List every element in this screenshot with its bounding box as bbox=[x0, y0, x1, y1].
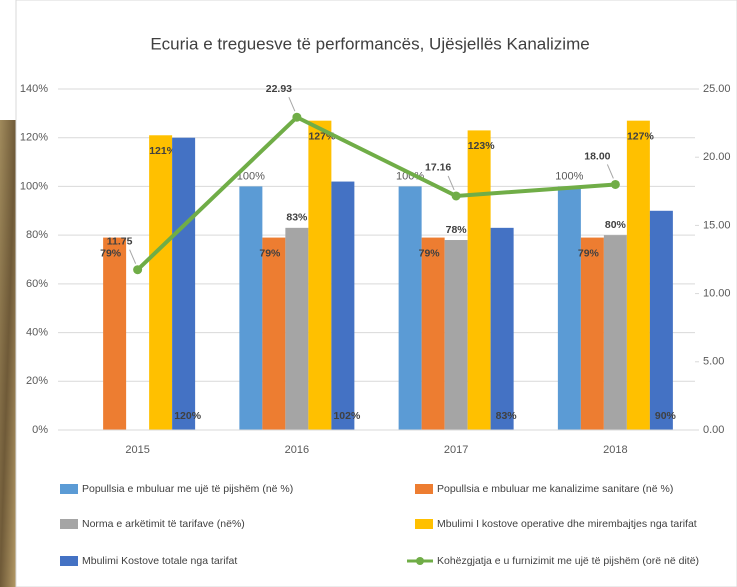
bar bbox=[285, 228, 308, 430]
data-label: 90% bbox=[655, 410, 677, 422]
y-tick-label: 80% bbox=[26, 229, 48, 241]
data-label: 100% bbox=[555, 170, 583, 182]
bar bbox=[149, 135, 172, 430]
line-marker bbox=[292, 113, 301, 122]
bar bbox=[604, 235, 627, 430]
x-tick-label: 2017 bbox=[444, 444, 468, 456]
data-label: 83% bbox=[496, 410, 518, 422]
legend-label: Popullsia e mbuluar me ujë të pijshëm (n… bbox=[82, 483, 293, 495]
bar bbox=[445, 240, 468, 430]
y-tick-label: 40% bbox=[26, 326, 48, 338]
legend-label: Mbulimi Kostove totale nga tarifat bbox=[82, 555, 237, 567]
legend-swatch bbox=[60, 484, 78, 494]
bar bbox=[262, 238, 285, 430]
y-tick-label: 100% bbox=[20, 180, 48, 192]
y-tick-label: 120% bbox=[20, 132, 48, 144]
data-label: 83% bbox=[286, 212, 308, 224]
data-label: 79% bbox=[578, 247, 600, 259]
bar bbox=[627, 121, 650, 430]
y2-tick-label: 5.00 bbox=[703, 356, 724, 368]
line-marker bbox=[452, 191, 461, 200]
bar bbox=[581, 238, 604, 430]
x-tick-label: 2018 bbox=[603, 444, 627, 456]
data-label: 80% bbox=[605, 219, 627, 231]
bar bbox=[308, 121, 331, 430]
bar bbox=[650, 211, 673, 430]
data-label: 120% bbox=[174, 410, 202, 422]
y-tick-label: 60% bbox=[26, 278, 48, 290]
y2-tick-label: 25.00 bbox=[703, 83, 731, 95]
bar bbox=[468, 130, 491, 430]
line-data-label: 17.16 bbox=[425, 162, 451, 174]
line-marker bbox=[133, 265, 142, 274]
bar bbox=[399, 186, 422, 430]
bar bbox=[331, 182, 354, 430]
chart: Ecuria e treguesve të performancës, Ujës… bbox=[0, 0, 737, 587]
data-label: 78% bbox=[446, 224, 468, 236]
data-label: 79% bbox=[419, 247, 441, 259]
y-tick-label: 140% bbox=[20, 83, 48, 95]
x-tick-label: 2015 bbox=[125, 444, 149, 456]
legend-label: Mbulimi I kostove operative dhe mirembaj… bbox=[437, 518, 697, 530]
data-label: 102% bbox=[333, 410, 361, 422]
legend-swatch bbox=[415, 484, 433, 494]
line-marker bbox=[611, 180, 620, 189]
data-label: 79% bbox=[100, 247, 122, 259]
legend-swatch bbox=[415, 519, 433, 529]
bar bbox=[491, 228, 514, 430]
chart-title: Ecuria e treguesve të performancës, Ujës… bbox=[150, 34, 589, 53]
y2-tick-label: 10.00 bbox=[703, 288, 731, 300]
y2-tick-label: 0.00 bbox=[703, 424, 724, 436]
bar bbox=[172, 138, 195, 430]
legend-swatch bbox=[60, 556, 78, 566]
line-data-label: 22.93 bbox=[266, 83, 292, 95]
line-data-label: 11.75 bbox=[107, 236, 133, 248]
y-tick-label: 0% bbox=[32, 424, 48, 436]
bar bbox=[558, 186, 581, 430]
legend-marker bbox=[416, 557, 424, 565]
legend-swatch bbox=[60, 519, 78, 529]
y2-tick-label: 15.00 bbox=[703, 219, 731, 231]
legend-label: Popullsia e mbuluar me kanalizime sanita… bbox=[437, 483, 673, 495]
y2-tick-label: 20.00 bbox=[703, 151, 731, 163]
x-tick-label: 2016 bbox=[285, 444, 309, 456]
y-tick-label: 20% bbox=[26, 375, 48, 387]
line-data-label: 18.00 bbox=[584, 150, 610, 162]
legend-label: Kohëzgjatja e u furnizimit me ujë të pij… bbox=[437, 555, 699, 567]
legend-label: Norma e arkëtimit të tarifave (në%) bbox=[82, 518, 245, 530]
bar bbox=[422, 238, 445, 430]
bar bbox=[239, 186, 262, 430]
data-label: 123% bbox=[468, 140, 496, 152]
background-photo bbox=[0, 120, 16, 587]
data-label: 127% bbox=[627, 130, 655, 142]
bar bbox=[103, 238, 126, 430]
data-label: 79% bbox=[259, 247, 281, 259]
